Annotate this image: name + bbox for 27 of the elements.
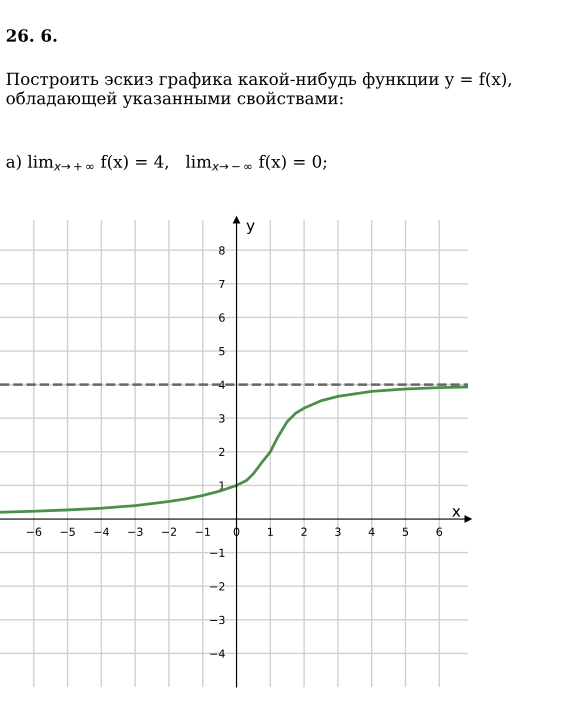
chart-subtitle: Построить эскиз графика какой-нибудь функции y = f(x), обладающей указанными свойствами: (6, 72, 511, 108)
chart-title: 26. 6. (6, 29, 57, 42)
x-tick-label: 6 (436, 528, 442, 536)
y-tick-label: −1 (210, 548, 224, 557)
x-tick-label: −4 (94, 528, 109, 536)
y-tick-label: −4 (210, 650, 225, 658)
x-tick-label: 3 (335, 528, 341, 536)
x-tick-label: −3 (128, 528, 142, 536)
y-tick-label: 6 (219, 313, 225, 322)
y-tick-label: 8 (219, 246, 225, 255)
x-tick-label: −1 (196, 528, 210, 536)
x-axis-title: x (452, 508, 460, 517)
x-tick-label: 4 (368, 528, 375, 536)
y-tick-label: 7 (219, 280, 224, 288)
text: а) lim$_{x→+∞}$ f(x) = 4, lim$_{x→−∞}$ f(x) = 0; (6, 154, 326, 170)
x-tick-label: 1 (268, 528, 273, 536)
x-tick-label: −2 (162, 528, 176, 536)
y-tick-label: 3 (219, 414, 225, 423)
x-tick-label: −6 (26, 528, 42, 536)
y-tick-label: −3 (210, 616, 225, 624)
x-tick-label: 5 (402, 528, 408, 536)
x-tick-label: −5 (60, 528, 75, 536)
y-axis-title: y (246, 222, 255, 234)
x-tick-label: 2 (301, 528, 307, 536)
y-tick-label: 2 (219, 448, 224, 456)
y-tick-label: −2 (210, 582, 224, 590)
y-tick-label: 5 (219, 347, 224, 356)
